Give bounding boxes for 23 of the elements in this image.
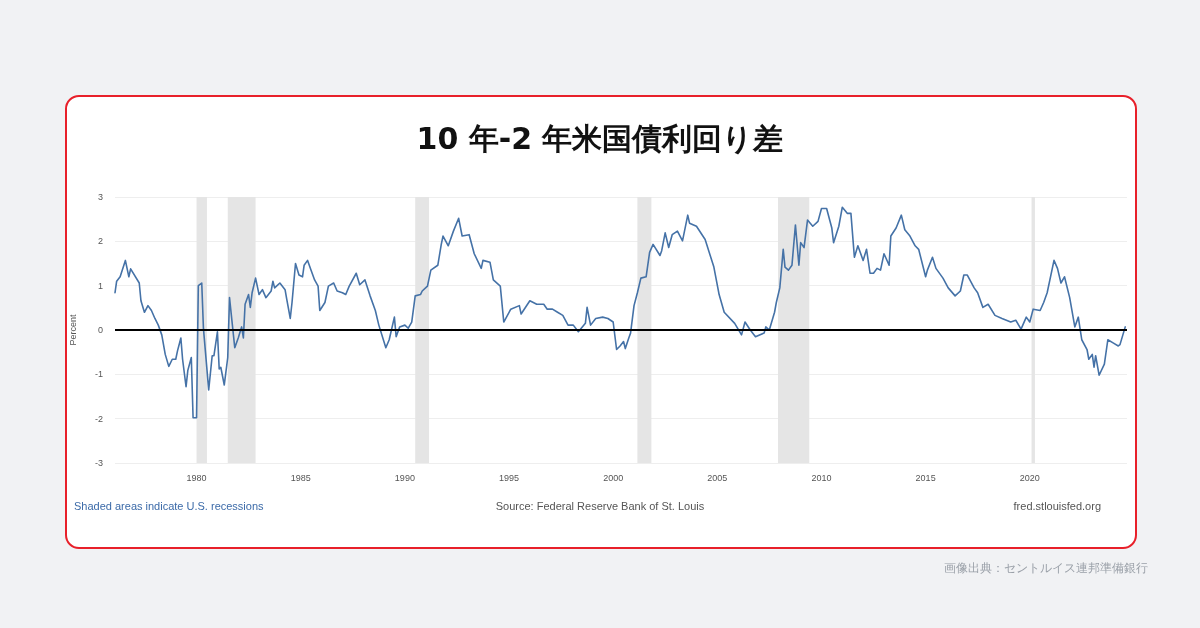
- chart-title: 10 年-2 年米国債利回り差: [416, 120, 784, 156]
- y-axis-title: Percent: [67, 314, 78, 346]
- source-note: Source: Federal Reserve Bank of St. Louis: [495, 499, 705, 512]
- text: fred.stlouisfed.org: [1013, 499, 1101, 512]
- text: Shaded areas indicate U.S. recessions: [74, 499, 265, 512]
- line-series: [114, 206, 1127, 419]
- y-tick-label: 0: [97, 325, 103, 335]
- x-tick-label: 1990: [394, 472, 415, 483]
- text: 画像出典：セントルイス連邦準備銀行: [944, 561, 1148, 575]
- x-tick-label: 2015: [915, 472, 936, 483]
- x-tick-label: 2000: [603, 472, 624, 483]
- y-tick-label: -1: [94, 369, 103, 380]
- y-tick-label: 1: [97, 280, 103, 291]
- y-tick-label: -2: [94, 413, 103, 424]
- y-tick-label: 3: [97, 192, 103, 202]
- x-tick-label: 2010: [811, 472, 832, 483]
- x-tick-label: 1980: [186, 472, 207, 483]
- x-tick-label: 1985: [290, 472, 311, 483]
- x-tick-label: 2020: [1019, 472, 1040, 483]
- x-tick-label: 2005: [707, 472, 728, 483]
- x-tick-label: 1995: [499, 472, 520, 483]
- y-tick-label: -3: [94, 458, 103, 468]
- y-tick-label: 2: [97, 236, 103, 247]
